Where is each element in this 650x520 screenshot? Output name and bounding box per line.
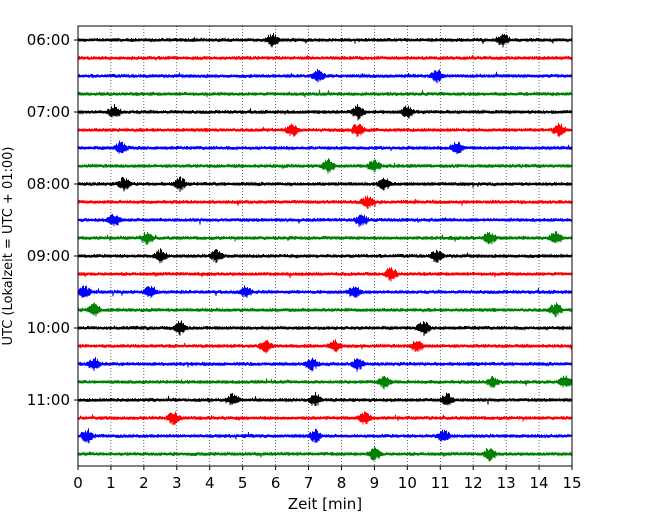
seismic-trace bbox=[77, 248, 573, 264]
y-tick-label: 11:00 bbox=[27, 391, 70, 409]
x-tick-label: 5 bbox=[238, 474, 248, 492]
y-tick-label: 10:00 bbox=[27, 319, 70, 337]
x-tick-label: 15 bbox=[562, 474, 581, 492]
seismic-trace bbox=[77, 428, 573, 444]
seismic-trace bbox=[77, 122, 573, 138]
y-tick-label: 09:00 bbox=[27, 247, 70, 265]
seismic-trace bbox=[77, 285, 573, 299]
x-axis-label: Zeit [min] bbox=[288, 495, 362, 513]
x-tick-label: 14 bbox=[530, 474, 549, 492]
plot-frame bbox=[77, 25, 573, 467]
x-tick-label: 4 bbox=[205, 474, 215, 492]
y-tick-label: 07:00 bbox=[27, 103, 70, 121]
seismic-trace bbox=[77, 140, 573, 155]
y-axis-ticks: 06:00 07:00 08:00 09:00 10:00 11:00 bbox=[27, 31, 78, 409]
x-tick-label: 12 bbox=[464, 474, 483, 492]
seismic-trace bbox=[77, 89, 573, 98]
x-tick-label: 11 bbox=[431, 474, 450, 492]
x-tick-label: 9 bbox=[370, 474, 380, 492]
seismic-trace bbox=[77, 195, 573, 209]
seismic-trace bbox=[77, 231, 573, 246]
seismic-trace bbox=[77, 357, 573, 372]
seismic-trace bbox=[77, 176, 573, 193]
x-tick-label: 0 bbox=[73, 474, 83, 492]
x-tick-label: 8 bbox=[337, 474, 347, 492]
seismic-trace bbox=[77, 375, 573, 390]
seismic-trace bbox=[77, 339, 573, 354]
seismic-trace bbox=[77, 320, 573, 337]
y-tick-label: 06:00 bbox=[27, 31, 70, 49]
seismic-trace bbox=[77, 446, 573, 462]
x-tick-label: 10 bbox=[398, 474, 417, 492]
seismic-trace bbox=[77, 213, 573, 227]
seismic-trace bbox=[77, 103, 573, 121]
seismic-trace bbox=[77, 302, 573, 318]
y-axis-label: UTC (Lokalzeit = UTC + 01:00) bbox=[1, 147, 16, 346]
seismic-trace bbox=[77, 32, 573, 48]
seismic-trace bbox=[77, 68, 573, 84]
seismic-trace bbox=[77, 391, 573, 407]
x-tick-label: 6 bbox=[271, 474, 281, 492]
x-tick-label: 2 bbox=[139, 474, 149, 492]
seismic-traces bbox=[77, 32, 573, 462]
grid-lines bbox=[110, 26, 540, 466]
x-tick-label: 13 bbox=[497, 474, 516, 492]
x-tick-label: 7 bbox=[304, 474, 314, 492]
seismic-trace bbox=[77, 158, 573, 174]
seismic-trace bbox=[77, 267, 573, 282]
x-axis-ticks: 0 1 2 3 4 5 6 7 8 9 10 11 12 13 14 15 bbox=[73, 466, 582, 492]
seismic-trace bbox=[77, 411, 573, 426]
y-tick-label: 08:00 bbox=[27, 175, 70, 193]
x-tick-label: 1 bbox=[106, 474, 116, 492]
seismic-trace bbox=[77, 54, 573, 61]
x-tick-label: 3 bbox=[172, 474, 182, 492]
